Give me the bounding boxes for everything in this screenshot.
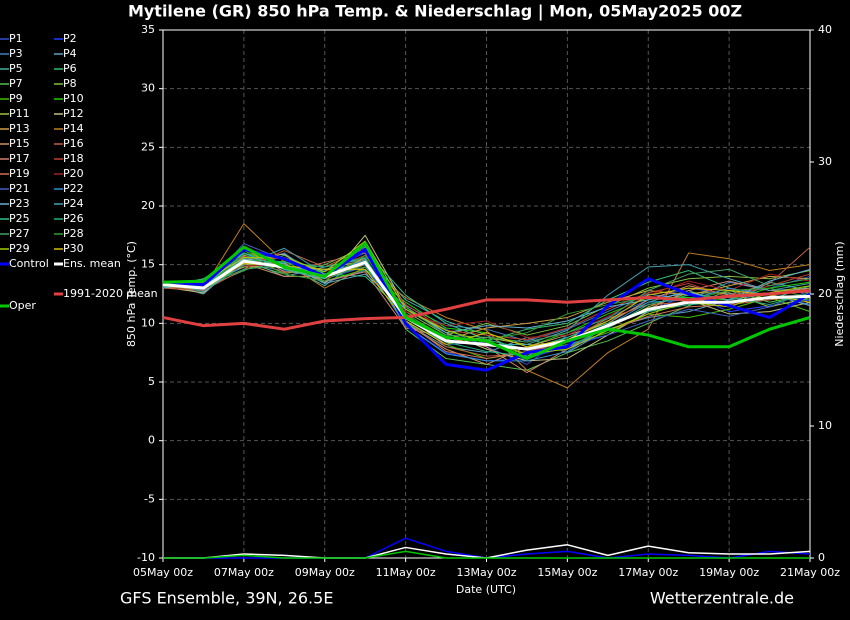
series-line [162,254,811,374]
y-tick-label: -10 [137,551,155,564]
y-tick-label: 0 [148,434,155,447]
series-line [162,223,811,389]
y-tick-label: 10 [141,316,155,329]
x-axis-label: Date (UTC) [456,583,516,596]
y-tick-label: 5 [148,375,155,388]
x-tick-label: 21May 00z [780,566,840,579]
x-tick-label: 05May 00z [133,566,193,579]
legend-label: P22 [63,182,84,195]
y-tick-label: 15 [141,258,155,271]
y-tick-label: 35 [141,23,155,36]
legend-label: P20 [63,167,84,180]
chart-title: Mytilene (GR) 850 hPa Temp. & Niederschl… [128,2,742,22]
x-tick-label: 11May 00z [376,566,436,579]
legend-label: P19 [9,167,30,180]
legend-label: P3 [9,47,23,60]
x-tick-label: 19May 00z [699,566,759,579]
legend-label: P6 [63,62,77,75]
legend-label: P10 [63,92,84,105]
legend-label: P5 [9,62,23,75]
y2-tick-label: 30 [818,155,832,168]
legend-label: P9 [9,92,23,105]
legend-label: P26 [63,212,84,225]
x-tick-label: 17May 00z [618,566,678,579]
legend-label: P23 [9,197,30,210]
legend-label: P29 [9,242,30,255]
legend-label: P1 [9,32,23,45]
series-line [162,288,811,331]
y-axis-label: 850 hPa Temp. (°C) [125,241,138,347]
legend-label: P17 [9,152,30,165]
y2-tick-label: 10 [818,419,832,432]
legend-label: P25 [9,212,30,225]
source-left: GFS Ensemble, 39N, 26.5E [120,589,333,608]
source-right: Wetterzentrale.de [650,589,794,608]
y2-tick-label: 20 [818,287,832,300]
y-tick-label: -5 [144,492,155,505]
legend-label: P15 [9,137,30,150]
y-tick-label: 20 [141,199,155,212]
precip-line [163,550,810,559]
x-tick-label: 07May 00z [214,566,274,579]
y2-tick-label: 0 [818,551,825,564]
legend-label: 1991-2020 mean [63,287,158,300]
legend-label: Ens. mean [63,257,121,270]
legend-label: P11 [9,107,30,120]
legend-label: P28 [63,227,84,240]
legend-label: P4 [63,47,77,60]
legend-label: P14 [63,122,84,135]
legend-label: P7 [9,77,23,90]
legend-label: P24 [63,197,84,210]
y-tick-label: 30 [141,82,155,95]
y2-tick-label: 40 [818,23,832,36]
legend-label: P27 [9,227,30,240]
legend-label: P30 [63,242,84,255]
legend-label: P21 [9,182,30,195]
legend-label: Oper [9,299,36,312]
legend-label: P12 [63,107,84,120]
series-line [162,259,811,351]
x-tick-label: 13May 00z [456,566,516,579]
legend-label: P16 [63,137,84,150]
legend-label: Control [9,257,49,270]
legend-label: P13 [9,122,30,135]
legend-label: P18 [63,152,84,165]
series-line [162,242,811,361]
y2-axis-label: Niederschlag (mm) [833,241,846,346]
legend-label: P2 [63,32,77,45]
x-tick-label: 09May 00z [295,566,355,579]
x-tick-label: 15May 00z [537,566,597,579]
legend-label: P8 [63,77,77,90]
y-tick-label: 25 [141,140,155,153]
